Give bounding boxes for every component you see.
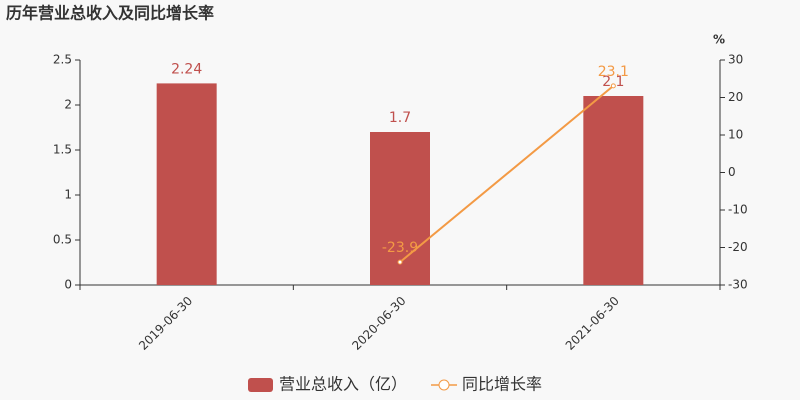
legend-swatch <box>438 379 450 391</box>
legend-label: 营业总收入（亿） <box>279 375 407 394</box>
y-tick-label: 2 <box>64 98 72 112</box>
line-value-label: 23.1 <box>598 64 629 80</box>
y2-tick-label: -30 <box>728 278 748 292</box>
y2-tick-label: -20 <box>728 240 748 254</box>
y-tick-label: 0 <box>64 278 72 292</box>
y-tick-label: 1.5 <box>53 143 72 157</box>
line <box>399 85 614 263</box>
line-point <box>397 259 403 265</box>
chart-title: 历年营业总收入及同比增长率 <box>6 4 214 23</box>
y-tick-label: 2.5 <box>53 53 72 67</box>
bar <box>156 83 217 286</box>
bar <box>370 132 430 285</box>
y2-tick-label: 30 <box>728 53 743 67</box>
legend-label: 同比增长率 <box>462 375 542 394</box>
line-value-label: -23.9 <box>382 240 418 256</box>
x-tick-label: 2021-06-30 <box>563 294 622 353</box>
bar-value-label: 2.24 <box>171 61 202 77</box>
line-point <box>610 83 616 89</box>
y2-tick-label: 0 <box>728 165 736 179</box>
y2-tick-label: 20 <box>728 90 743 104</box>
bar <box>583 96 644 285</box>
y-tick-label: 1 <box>64 188 72 202</box>
bar-value-label: 1.7 <box>389 110 411 126</box>
x-tick-label: 2019-06-30 <box>136 294 195 353</box>
x-tick-label: 2020-06-30 <box>349 294 408 353</box>
y2-tick-label: 10 <box>728 128 743 142</box>
y2-tick-label: -10 <box>728 203 748 217</box>
legend-swatch <box>248 378 273 392</box>
y-tick-label: 0.5 <box>53 233 72 247</box>
bar-value-label: 2.1 <box>602 74 624 90</box>
y2-axis-label: % <box>713 33 725 47</box>
